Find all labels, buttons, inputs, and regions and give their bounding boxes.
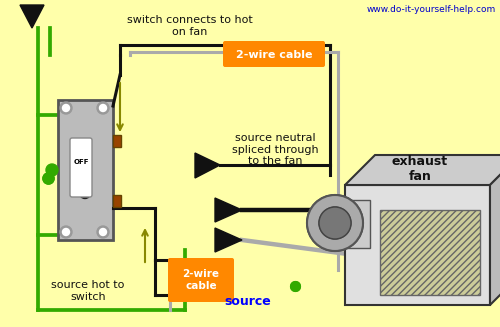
FancyBboxPatch shape <box>168 258 234 302</box>
FancyBboxPatch shape <box>113 195 121 207</box>
Text: source hot to
switch: source hot to switch <box>52 280 125 301</box>
Circle shape <box>97 102 109 114</box>
Circle shape <box>80 187 90 198</box>
Circle shape <box>46 164 58 176</box>
FancyBboxPatch shape <box>113 135 121 147</box>
Circle shape <box>60 102 72 114</box>
Polygon shape <box>195 153 220 178</box>
Polygon shape <box>490 155 500 305</box>
Polygon shape <box>215 228 242 252</box>
Polygon shape <box>345 155 500 185</box>
Circle shape <box>80 141 90 151</box>
Text: switch connects to hot
on fan: switch connects to hot on fan <box>127 15 253 37</box>
Circle shape <box>97 226 109 238</box>
Text: www.do-it-yourself-help.com: www.do-it-yourself-help.com <box>367 5 496 14</box>
Text: exhaust
fan: exhaust fan <box>392 155 448 183</box>
Circle shape <box>307 195 363 251</box>
Circle shape <box>100 229 106 235</box>
FancyBboxPatch shape <box>223 41 325 67</box>
Text: 2-wire cable: 2-wire cable <box>236 50 312 60</box>
Circle shape <box>62 229 70 235</box>
Circle shape <box>307 195 363 251</box>
Circle shape <box>319 207 351 239</box>
Text: OFF: OFF <box>73 159 89 165</box>
Circle shape <box>100 105 106 112</box>
FancyBboxPatch shape <box>340 200 370 248</box>
Polygon shape <box>20 5 44 28</box>
Circle shape <box>319 207 351 239</box>
FancyBboxPatch shape <box>345 185 490 305</box>
FancyBboxPatch shape <box>70 138 92 197</box>
Polygon shape <box>215 198 242 222</box>
Text: source: source <box>224 295 272 308</box>
Circle shape <box>62 105 70 112</box>
FancyBboxPatch shape <box>380 210 480 295</box>
FancyBboxPatch shape <box>58 100 113 240</box>
Text: source neutral
spliced through
to the fan: source neutral spliced through to the fa… <box>232 133 318 166</box>
Text: 2-wire
cable: 2-wire cable <box>182 269 220 291</box>
Circle shape <box>60 226 72 238</box>
